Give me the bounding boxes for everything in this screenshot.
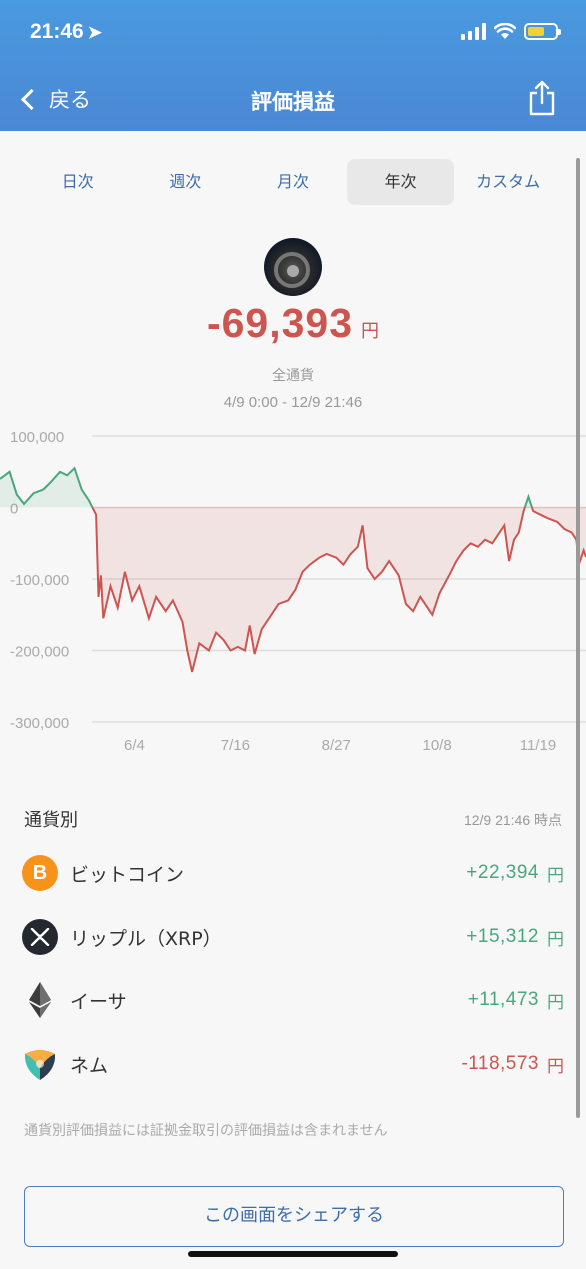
total-profit-loss: -69,393 円 xyxy=(0,300,586,347)
section-timestamp: 12/9 21:46 時点 xyxy=(463,812,562,828)
back-button[interactable]: 戻る xyxy=(16,84,91,114)
scrollbar[interactable] xyxy=(576,158,580,1118)
back-label: 戻る xyxy=(49,89,91,112)
nav-header: 21:46 ➤ 戻る 評価損益 xyxy=(0,0,586,131)
negative-line xyxy=(91,507,586,673)
y-tick-label: 0 xyxy=(10,501,18,518)
nem-icon xyxy=(22,1046,58,1082)
currency-value: +11,473 xyxy=(467,989,539,1010)
total-unit: 円 xyxy=(361,321,380,341)
status-icons xyxy=(461,22,561,40)
currency-name: ネム xyxy=(70,1054,109,1077)
profit-loss-chart: 100,000 0 -100,000 -200,000 -300,000 6/4 7/16 8… xyxy=(0,429,586,754)
location-icon: ➤ xyxy=(87,23,102,42)
period-tabs: 日次 週次 月次 年次 カスタム xyxy=(24,159,562,205)
ethereum-icon xyxy=(22,982,58,1018)
currency-value: +22,394 xyxy=(466,862,539,883)
total-amount: -69,393 xyxy=(206,300,354,346)
bitcoin-icon: B xyxy=(22,855,58,891)
x-tick-label: 8/27 xyxy=(322,737,351,754)
section-title: 通貨別 xyxy=(24,810,78,831)
avatar xyxy=(264,238,322,296)
signal-icon xyxy=(461,22,486,40)
list-item-ethereum[interactable]: イーサ +11,473 円 xyxy=(22,980,564,1020)
list-item-nem[interactable]: ネム -118,573 円 xyxy=(22,1044,564,1084)
tab-monthly[interactable]: 月次 xyxy=(276,172,309,191)
currency-name: イーサ xyxy=(70,990,127,1013)
page-title: 評価損益 xyxy=(251,91,335,114)
home-indicator[interactable] xyxy=(188,1251,398,1257)
positive-area xyxy=(0,468,586,508)
x-tick-label: 6/4 xyxy=(124,737,145,754)
currency-name: リップル（XRP） xyxy=(70,927,222,950)
status-time: 21:46 ➤ xyxy=(30,20,102,44)
y-tick-label: 100,000 xyxy=(10,429,64,446)
tab-yearly[interactable]: 年次 xyxy=(346,159,455,205)
scope-label: 全通貨 xyxy=(272,368,314,384)
currency-value: +15,312 xyxy=(466,926,539,947)
x-tick-label: 7/16 xyxy=(221,737,250,754)
disclaimer-note: 通貨別評価損益には証拠金取引の評価損益は含まれません xyxy=(24,1123,388,1139)
share-screen-button[interactable]: この画面をシェアする xyxy=(24,1186,564,1247)
currency-unit: 円 xyxy=(547,865,564,886)
currency-name: ビットコイン xyxy=(70,863,185,886)
tab-daily[interactable]: 日次 xyxy=(61,172,94,191)
list-item-xrp[interactable]: リップル（XRP） +15,312 円 xyxy=(22,917,564,957)
tab-weekly[interactable]: 週次 xyxy=(169,172,202,191)
currency-unit: 円 xyxy=(547,929,564,950)
xrp-icon xyxy=(22,919,58,955)
y-tick-label: -200,000 xyxy=(10,644,69,661)
currency-unit: 円 xyxy=(547,992,564,1013)
battery-icon xyxy=(524,22,561,40)
wifi-icon xyxy=(494,22,516,39)
negative-area xyxy=(0,507,586,672)
date-range: 4/9 0:00 - 12/9 21:46 xyxy=(223,394,363,411)
y-tick-label: -300,000 xyxy=(10,715,69,732)
currency-value: -118,573 xyxy=(461,1053,539,1074)
currency-unit: 円 xyxy=(547,1056,564,1077)
clock-text: 21:46 xyxy=(30,20,84,43)
list-item-bitcoin[interactable]: B ビットコイン +22,394 円 xyxy=(22,853,564,893)
y-tick-label: -100,000 xyxy=(10,572,69,589)
x-tick-label: 11/19 xyxy=(520,737,556,754)
share-icon[interactable] xyxy=(528,80,556,116)
x-tick-label: 10/8 xyxy=(422,737,451,754)
tab-custom[interactable]: カスタム xyxy=(476,172,541,191)
